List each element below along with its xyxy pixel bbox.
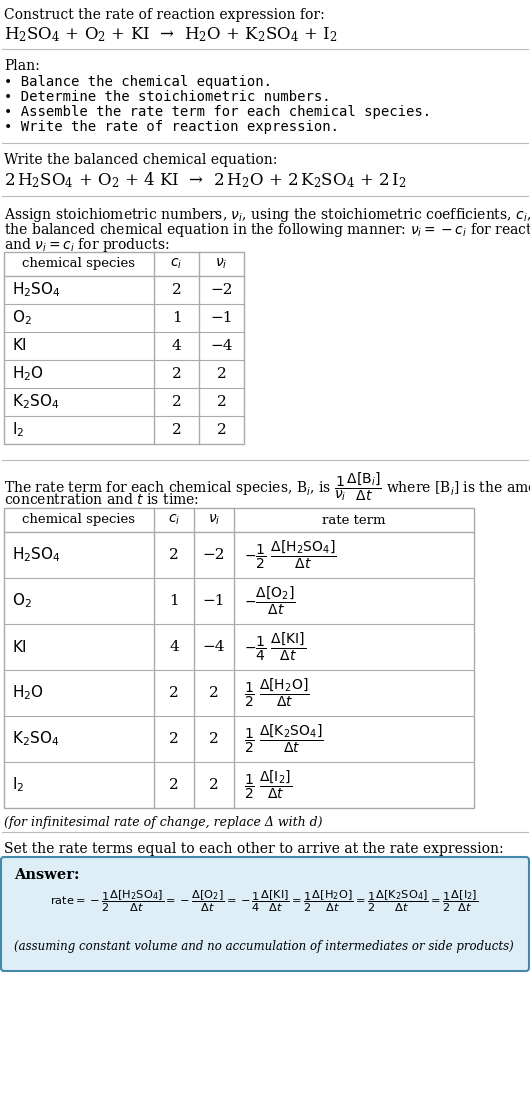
Text: 2: 2 xyxy=(217,367,226,381)
Text: • Write the rate of reaction expression.: • Write the rate of reaction expression. xyxy=(4,120,339,135)
Text: 2: 2 xyxy=(209,732,219,746)
Text: The rate term for each chemical species, B$_i$, is $\dfrac{1}{\nu_i}\dfrac{\Delt: The rate term for each chemical species,… xyxy=(4,470,530,503)
Text: $\nu_i$: $\nu_i$ xyxy=(208,513,220,527)
Text: 2: 2 xyxy=(172,282,181,297)
Text: −4: −4 xyxy=(210,339,233,353)
Text: • Balance the chemical equation.: • Balance the chemical equation. xyxy=(4,75,272,89)
Text: $\mathregular{H_2O}$: $\mathregular{H_2O}$ xyxy=(12,684,44,703)
Text: −4: −4 xyxy=(203,641,225,654)
Text: $\mathrm{rate} = -\dfrac{1}{2}\dfrac{\Delta[\mathrm{H_2SO_4}]}{\Delta t} = -\dfr: $\mathrm{rate} = -\dfrac{1}{2}\dfrac{\De… xyxy=(50,888,478,914)
Text: 2: 2 xyxy=(172,423,181,437)
Text: 2: 2 xyxy=(169,732,179,746)
Text: 2: 2 xyxy=(169,778,179,792)
Text: 2: 2 xyxy=(217,395,226,409)
Text: 1: 1 xyxy=(172,311,181,325)
Text: 2: 2 xyxy=(172,367,181,381)
Text: • Assemble the rate term for each chemical species.: • Assemble the rate term for each chemic… xyxy=(4,105,431,119)
Text: $\mathregular{2\,H_2SO_4}$ + $\mathregular{O_2}$ + 4 KI  →  $\mathregular{2\,H_2: $\mathregular{2\,H_2SO_4}$ + $\mathregul… xyxy=(4,170,407,190)
Text: Set the rate terms equal to each other to arrive at the rate expression:: Set the rate terms equal to each other t… xyxy=(4,842,504,856)
Text: $\mathregular{H_2SO_4}$: $\mathregular{H_2SO_4}$ xyxy=(12,546,61,565)
Text: (assuming constant volume and no accumulation of intermediates or side products): (assuming constant volume and no accumul… xyxy=(14,940,514,953)
Text: $\mathregular{I_2}$: $\mathregular{I_2}$ xyxy=(12,776,24,794)
Text: 2: 2 xyxy=(209,686,219,699)
Bar xyxy=(4,508,474,808)
Text: $\mathregular{O_2}$: $\mathregular{O_2}$ xyxy=(12,309,32,327)
Text: $c_i$: $c_i$ xyxy=(168,513,180,527)
Text: 1: 1 xyxy=(169,594,179,608)
Text: 4: 4 xyxy=(169,641,179,654)
Text: $\nu_i$: $\nu_i$ xyxy=(215,257,228,271)
Text: 4: 4 xyxy=(172,339,181,353)
Text: $\dfrac{1}{2}\ \dfrac{\Delta[\mathrm{K_2SO_4}]}{\Delta t}$: $\dfrac{1}{2}\ \dfrac{\Delta[\mathrm{K_2… xyxy=(244,723,324,755)
FancyBboxPatch shape xyxy=(1,857,529,971)
Text: 2: 2 xyxy=(217,423,226,437)
Text: −2: −2 xyxy=(210,282,233,297)
Text: $\mathregular{H_2SO_4}$ + $\mathregular{O_2}$ + KI  →  $\mathregular{H_2O}$ + $\: $\mathregular{H_2SO_4}$ + $\mathregular{… xyxy=(4,24,338,43)
Text: Construct the rate of reaction expression for:: Construct the rate of reaction expressio… xyxy=(4,8,325,22)
Text: 2: 2 xyxy=(209,778,219,792)
Text: $\mathregular{H_2O}$: $\mathregular{H_2O}$ xyxy=(12,365,44,384)
Text: KI: KI xyxy=(12,338,26,354)
Text: $\mathregular{K_2SO_4}$: $\mathregular{K_2SO_4}$ xyxy=(12,393,59,411)
Text: chemical species: chemical species xyxy=(22,514,136,526)
Text: $\mathregular{I_2}$: $\mathregular{I_2}$ xyxy=(12,420,24,439)
Bar xyxy=(4,252,244,444)
Text: chemical species: chemical species xyxy=(22,258,136,270)
Text: −2: −2 xyxy=(203,548,225,562)
Text: 2: 2 xyxy=(172,395,181,409)
Text: $\dfrac{1}{2}\ \dfrac{\Delta[\mathrm{H_2O}]}{\Delta t}$: $\dfrac{1}{2}\ \dfrac{\Delta[\mathrm{H_2… xyxy=(244,677,310,709)
Text: −1: −1 xyxy=(210,311,233,325)
Text: (for infinitesimal rate of change, replace Δ with d): (for infinitesimal rate of change, repla… xyxy=(4,816,322,830)
Text: • Determine the stoichiometric numbers.: • Determine the stoichiometric numbers. xyxy=(4,90,331,105)
Text: rate term: rate term xyxy=(322,514,386,526)
Text: and $\nu_i = c_i$ for products:: and $\nu_i = c_i$ for products: xyxy=(4,236,170,254)
Text: $-\dfrac{\Delta[\mathrm{O_2}]}{\Delta t}$: $-\dfrac{\Delta[\mathrm{O_2}]}{\Delta t}… xyxy=(244,585,296,617)
Text: Assign stoichiometric numbers, $\nu_i$, using the stoichiometric coefficients, $: Assign stoichiometric numbers, $\nu_i$, … xyxy=(4,206,530,224)
Text: KI: KI xyxy=(12,639,26,655)
Text: $\dfrac{1}{2}\ \dfrac{\Delta[\mathrm{I_2}]}{\Delta t}$: $\dfrac{1}{2}\ \dfrac{\Delta[\mathrm{I_2… xyxy=(244,768,292,801)
Text: $-\dfrac{1}{4}\ \dfrac{\Delta[\mathrm{KI}]}{\Delta t}$: $-\dfrac{1}{4}\ \dfrac{\Delta[\mathrm{KI… xyxy=(244,631,306,663)
Text: $\mathregular{O_2}$: $\mathregular{O_2}$ xyxy=(12,592,32,610)
Text: the balanced chemical equation in the following manner: $\nu_i = -c_i$ for react: the balanced chemical equation in the fo… xyxy=(4,221,530,239)
Text: 2: 2 xyxy=(169,686,179,699)
Text: concentration and $t$ is time:: concentration and $t$ is time: xyxy=(4,492,199,507)
Text: Plan:: Plan: xyxy=(4,59,40,73)
Text: Answer:: Answer: xyxy=(14,868,80,882)
Text: Write the balanced chemical equation:: Write the balanced chemical equation: xyxy=(4,153,277,167)
Text: $-\dfrac{1}{2}\ \dfrac{\Delta[\mathrm{H_2SO_4}]}{\Delta t}$: $-\dfrac{1}{2}\ \dfrac{\Delta[\mathrm{H_… xyxy=(244,539,337,572)
Text: 2: 2 xyxy=(169,548,179,562)
Text: $c_i$: $c_i$ xyxy=(170,257,183,271)
Text: $\mathregular{K_2SO_4}$: $\mathregular{K_2SO_4}$ xyxy=(12,729,59,748)
Text: −1: −1 xyxy=(203,594,225,608)
Text: $\mathregular{H_2SO_4}$: $\mathregular{H_2SO_4}$ xyxy=(12,280,61,299)
